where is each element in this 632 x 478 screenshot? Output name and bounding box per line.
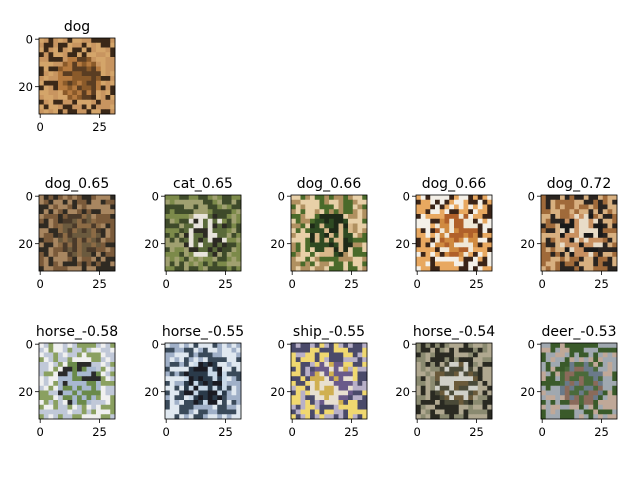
panel-title: dog_0.66: [422, 176, 487, 192]
image-pixels: [165, 343, 242, 420]
x-tick-label: 0: [414, 277, 421, 291]
y-tick-label: 0: [26, 33, 33, 47]
x-tick-label: 25: [469, 277, 484, 291]
x-tick-label: 25: [344, 425, 359, 439]
axes-frame: [415, 194, 493, 272]
x-tick-label: 25: [92, 277, 107, 291]
x-tick-label: 25: [92, 425, 107, 439]
y-tick-label: 0: [152, 338, 159, 352]
y-tick-label: 20: [270, 385, 285, 399]
y-tick-label: 20: [18, 237, 33, 251]
image-pixels: [541, 195, 618, 272]
panel-title: deer_-0.53: [541, 324, 616, 340]
panel-title: dog_0.65: [45, 176, 110, 192]
x-tick-label: 0: [539, 425, 546, 439]
y-tick-label: 0: [26, 338, 33, 352]
y-tick-label: 0: [278, 338, 285, 352]
axes-frame: [290, 342, 368, 420]
y-tick-label: 0: [152, 190, 159, 204]
panel-title: horse_-0.55: [162, 324, 244, 340]
x-tick-label: 0: [37, 425, 44, 439]
y-tick-label: 20: [395, 237, 410, 251]
y-tick-label: 0: [26, 190, 33, 204]
x-tick-label: 25: [92, 120, 107, 134]
panel-title: cat_0.65: [173, 176, 233, 192]
panel-title: ship_-0.55: [293, 324, 365, 340]
x-tick-label: 25: [594, 277, 609, 291]
image-pixels: [291, 195, 368, 272]
y-tick-label: 0: [528, 338, 535, 352]
y-tick-label: 20: [18, 80, 33, 94]
farthest-panel: deer_-0.53 0 20 0 25: [520, 324, 618, 439]
x-tick-label: 25: [594, 425, 609, 439]
y-tick-label: 20: [144, 237, 159, 251]
axes-frame: [540, 342, 618, 420]
y-tick-label: 20: [395, 385, 410, 399]
y-tick-label: 20: [144, 385, 159, 399]
y-tick-label: 20: [520, 385, 535, 399]
nearest-panel: dog_0.65 0 20 0 25: [18, 176, 116, 291]
y-tick-label: 20: [18, 385, 33, 399]
panel-title: dog_0.66: [297, 176, 362, 192]
x-tick-label: 25: [218, 425, 233, 439]
x-tick-label: 0: [289, 277, 296, 291]
axes-frame: [164, 194, 242, 272]
image-pixels: [416, 195, 493, 272]
image-pixels: [165, 195, 242, 272]
image-pixels: [291, 343, 368, 420]
image-pixels: [416, 343, 493, 420]
x-tick-label: 0: [37, 120, 44, 134]
farthest-panel: ship_-0.55 0 20 0 25: [270, 324, 368, 439]
axes-frame: [290, 194, 368, 272]
axes-frame: [540, 194, 618, 272]
axes-frame: [38, 342, 116, 420]
x-tick-label: 0: [163, 425, 170, 439]
y-tick-label: 20: [270, 237, 285, 251]
y-tick-label: 0: [278, 190, 285, 204]
panel-title: horse_-0.58: [36, 324, 118, 340]
nearest-panel: dog_0.66 0 20 0 25: [395, 176, 493, 291]
x-tick-label: 0: [414, 425, 421, 439]
x-tick-label: 0: [163, 277, 170, 291]
axes-frame: [164, 342, 242, 420]
x-tick-label: 0: [37, 277, 44, 291]
image-pixels: [541, 343, 618, 420]
panel-title: horse_-0.54: [413, 324, 495, 340]
panel-title: dog_0.72: [547, 176, 612, 192]
x-tick-label: 0: [539, 277, 546, 291]
image-pixels: [39, 343, 116, 420]
y-tick-label: 0: [403, 190, 410, 204]
axes-frame: [38, 37, 116, 115]
image-pixels: [39, 38, 116, 115]
x-tick-label: 25: [469, 425, 484, 439]
axes-frame: [38, 194, 116, 272]
y-tick-label: 20: [520, 237, 535, 251]
image-pixels: [39, 195, 116, 272]
panel-title: dog: [64, 19, 90, 35]
nearest-panel: dog_0.66 0 20 0 25: [270, 176, 368, 291]
nearest-panel: dog_0.72 0 20 0 25: [520, 176, 618, 291]
x-tick-label: 25: [218, 277, 233, 291]
axes-frame: [415, 342, 493, 420]
query-panel: dog 0 20 0 25: [18, 19, 116, 134]
y-tick-label: 0: [528, 190, 535, 204]
x-tick-label: 25: [344, 277, 359, 291]
nearest-panel: cat_0.65 0 20 0 25: [144, 176, 242, 291]
y-tick-label: 0: [403, 338, 410, 352]
x-tick-label: 0: [289, 425, 296, 439]
